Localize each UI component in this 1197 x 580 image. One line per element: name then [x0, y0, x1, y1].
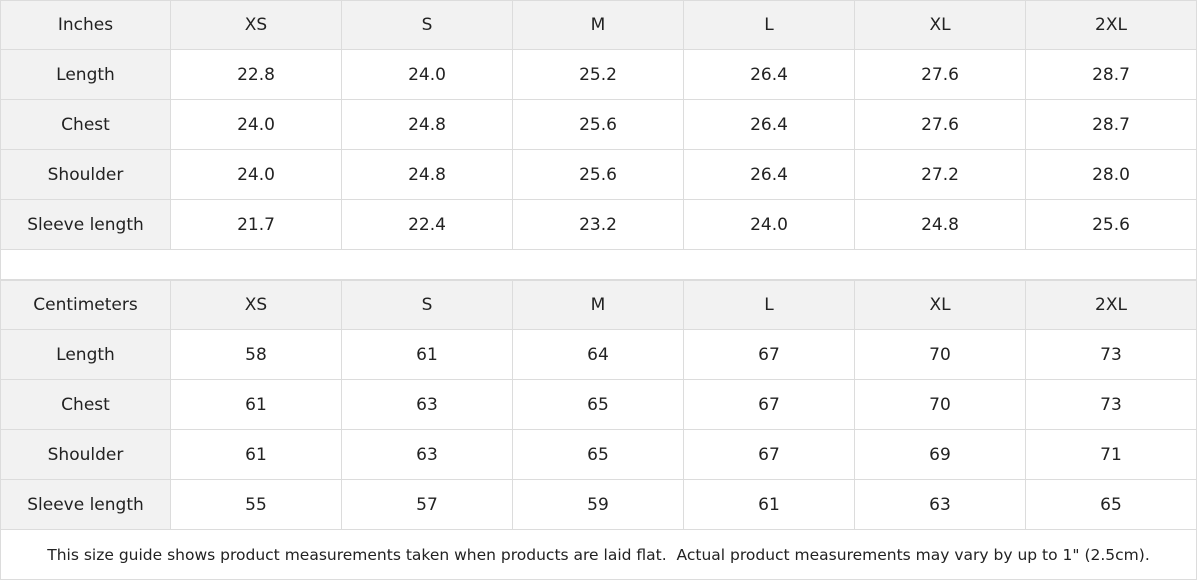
table-cell: 28.7	[1026, 50, 1197, 100]
table-cell: 25.6	[513, 100, 684, 150]
table-cell: 25.2	[513, 50, 684, 100]
table-cell: 57	[342, 480, 513, 530]
row-label: Chest	[0, 100, 171, 150]
header-cell: M	[513, 280, 684, 330]
table-cell: 26.4	[684, 100, 855, 150]
table-cell: 61	[342, 330, 513, 380]
header-cell: Inches	[0, 0, 171, 50]
header-cell: M	[513, 0, 684, 50]
table-cell: 69	[855, 430, 1026, 480]
table-cell: 70	[855, 330, 1026, 380]
header-cell: S	[342, 280, 513, 330]
table-cell: 61	[171, 380, 342, 430]
table-cell: 28.0	[1026, 150, 1197, 200]
table-cell: 27.2	[855, 150, 1026, 200]
header-cell: XS	[171, 280, 342, 330]
row-label: Shoulder	[0, 430, 171, 480]
table-cell: 63	[855, 480, 1026, 530]
header-cell: XL	[855, 0, 1026, 50]
footnote: This size guide shows product measuremen…	[0, 530, 1197, 580]
table-cell: 67	[684, 330, 855, 380]
table-cell: 65	[513, 380, 684, 430]
table-cell: 55	[171, 480, 342, 530]
header-cell: XL	[855, 280, 1026, 330]
header-cell: 2XL	[1026, 0, 1197, 50]
table-cell: 24.0	[171, 100, 342, 150]
header-cell: L	[684, 0, 855, 50]
table-cell: 59	[513, 480, 684, 530]
table-cell: 61	[171, 430, 342, 480]
row-label: Sleeve length	[0, 480, 171, 530]
table-cell: 25.6	[1026, 200, 1197, 250]
table-cell: 24.8	[342, 150, 513, 200]
table-cell: 25.6	[513, 150, 684, 200]
table-cell: 63	[342, 430, 513, 480]
header-cell: S	[342, 0, 513, 50]
table-cell: 24.0	[684, 200, 855, 250]
row-label: Length	[0, 50, 171, 100]
table-cell: 65	[513, 430, 684, 480]
table-cell: 26.4	[684, 150, 855, 200]
row-label: Shoulder	[0, 150, 171, 200]
table-cell: 58	[171, 330, 342, 380]
table-cell: 24.0	[342, 50, 513, 100]
row-label: Chest	[0, 380, 171, 430]
table-cell: 22.8	[171, 50, 342, 100]
table-cell: 24.8	[855, 200, 1026, 250]
table-cell: 24.0	[171, 150, 342, 200]
row-label: Length	[0, 330, 171, 380]
table-cell: 21.7	[171, 200, 342, 250]
row-label: Sleeve length	[0, 200, 171, 250]
table-cell: 71	[1026, 430, 1197, 480]
spacer	[0, 250, 1197, 280]
table-cell: 73	[1026, 330, 1197, 380]
table-cell: 61	[684, 480, 855, 530]
header-cell: XS	[171, 0, 342, 50]
header-cell: L	[684, 280, 855, 330]
table-cell: 63	[342, 380, 513, 430]
table-cell: 70	[855, 380, 1026, 430]
table-cell: 26.4	[684, 50, 855, 100]
table-cell: 23.2	[513, 200, 684, 250]
table-cell: 67	[684, 430, 855, 480]
header-cell: Centimeters	[0, 280, 171, 330]
table-cell: 73	[1026, 380, 1197, 430]
table-cell: 64	[513, 330, 684, 380]
table-cell: 28.7	[1026, 100, 1197, 150]
table-cell: 27.6	[855, 50, 1026, 100]
table-cell: 65	[1026, 480, 1197, 530]
table-cell: 27.6	[855, 100, 1026, 150]
table-cell: 22.4	[342, 200, 513, 250]
header-cell: 2XL	[1026, 280, 1197, 330]
table-cell: 67	[684, 380, 855, 430]
table-cell: 24.8	[342, 100, 513, 150]
